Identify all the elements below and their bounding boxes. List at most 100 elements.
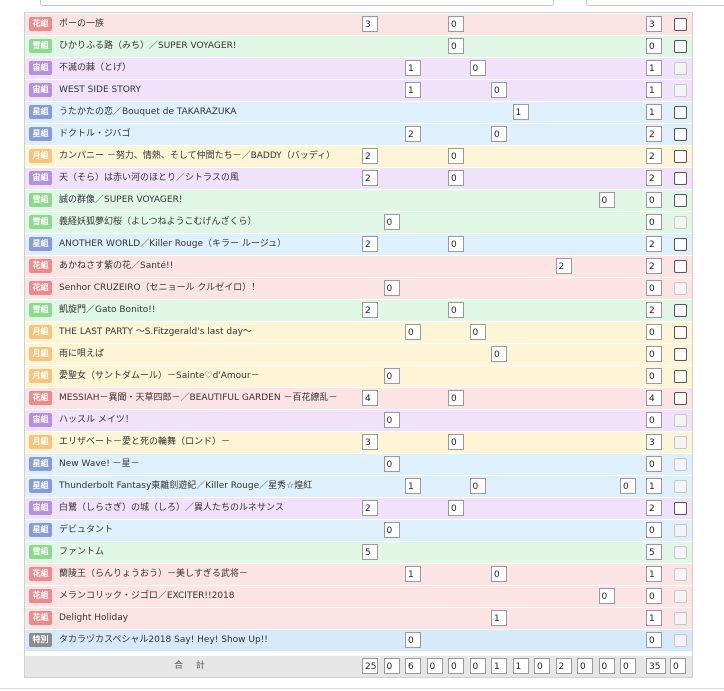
- title-cell: 宙組 ハッスル メイツ！: [26, 410, 359, 431]
- performance-title: Senhor CRUZEIRO（セニョール クルゼイロ）！: [59, 283, 261, 293]
- count-input[interactable]: 5: [362, 544, 378, 560]
- row-checkbox[interactable]: [674, 304, 687, 317]
- count-input[interactable]: 0: [448, 500, 464, 516]
- row-checkbox[interactable]: [674, 106, 687, 119]
- count-cells: 2: [360, 256, 646, 277]
- count-input[interactable]: 3: [362, 16, 378, 32]
- count-input[interactable]: 2: [362, 500, 378, 516]
- count-input[interactable]: 1: [512, 104, 529, 120]
- row-total-cell: 1: [646, 564, 668, 585]
- row-checkbox[interactable]: [674, 326, 687, 339]
- row-total: 1: [646, 82, 662, 98]
- row-total: 0: [646, 346, 662, 362]
- performance-title: 白鷺（しらさぎ）の城（しろ）／異人たちのルネサンス: [59, 503, 284, 513]
- count-input[interactable]: 1: [405, 60, 421, 76]
- count-input[interactable]: 0: [469, 478, 486, 494]
- count-input[interactable]: 0: [448, 148, 464, 164]
- count-input[interactable]: 0: [383, 522, 400, 538]
- count-input[interactable]: 0: [448, 434, 464, 450]
- count-input[interactable]: 0: [598, 192, 615, 208]
- performance-title: ANOTHER WORLD／Killer Rouge（キラー ルージュ）: [59, 239, 287, 249]
- performance-title: 義経妖狐夢幻桜（よしつねようこむげんざくら）: [59, 217, 257, 227]
- troupe-badge: 月組: [29, 369, 52, 383]
- title-cell: 宙組 天（そら）は赤い河のほとり／シトラスの風: [26, 168, 359, 189]
- title-cell: 宙組 白鷺（しらさぎ）の城（しろ）／異人たちのルネサンス: [26, 498, 359, 519]
- row-checkbox[interactable]: [674, 194, 687, 207]
- checkbox-cell: [670, 542, 692, 563]
- checkbox-cell: [670, 322, 692, 343]
- troupe-badge: 月組: [29, 347, 52, 361]
- row-checkbox[interactable]: [674, 502, 687, 515]
- count-input[interactable]: 0: [491, 82, 507, 98]
- count-input[interactable]: 0: [620, 478, 636, 494]
- checkbox-cell: [670, 146, 692, 167]
- troupe-badge: 雪組: [29, 215, 52, 229]
- count-input[interactable]: 0: [405, 632, 421, 648]
- count-input[interactable]: 0: [491, 566, 507, 582]
- count-input[interactable]: 1: [491, 610, 507, 626]
- row-checkbox[interactable]: [674, 40, 687, 53]
- row-total: 0: [646, 588, 662, 604]
- count-input[interactable]: 2: [362, 236, 378, 252]
- count-cells: 0: [360, 630, 646, 651]
- count-input[interactable]: 0: [405, 324, 421, 340]
- count-input[interactable]: 0: [448, 236, 464, 252]
- row-total-cell: 0: [646, 366, 668, 387]
- row-checkbox[interactable]: [674, 392, 687, 405]
- row-total-cell: 1: [646, 476, 668, 497]
- count-input[interactable]: 0: [598, 588, 615, 604]
- count-input[interactable]: 0: [491, 126, 507, 142]
- count-input[interactable]: 3: [362, 434, 378, 450]
- row-checkbox[interactable]: [674, 370, 687, 383]
- count-input[interactable]: 0: [383, 214, 400, 230]
- row-checkbox[interactable]: [674, 260, 687, 273]
- row-checkbox[interactable]: [674, 348, 687, 361]
- row-checkbox[interactable]: [674, 18, 687, 31]
- count-input[interactable]: 0: [469, 324, 486, 340]
- count-input[interactable]: 1: [405, 82, 421, 98]
- count-input[interactable]: 0: [448, 390, 464, 406]
- row-total: 2: [646, 236, 662, 252]
- count-input[interactable]: 2: [362, 170, 378, 186]
- count-input[interactable]: 0: [448, 302, 464, 318]
- row-total: 2: [646, 126, 662, 142]
- count-input[interactable]: 2: [362, 148, 378, 164]
- row-total-cell: 0: [646, 322, 668, 343]
- count-input[interactable]: 4: [362, 390, 378, 406]
- troupe-badge: 宙組: [29, 501, 52, 515]
- row-checkbox: [674, 414, 687, 427]
- title-cell: 星組 デビュタント: [26, 520, 359, 541]
- count-input[interactable]: 0: [383, 412, 400, 428]
- count-input[interactable]: 1: [405, 478, 421, 494]
- count-input[interactable]: 0: [383, 456, 400, 472]
- count-input[interactable]: 0: [491, 346, 507, 362]
- top-input-right[interactable]: [586, 0, 724, 6]
- count-input[interactable]: 0: [383, 368, 400, 384]
- table-row: 花組 蘭陵王（らんりょうおう）－美しすぎる武将－ 1 0 1: [25, 564, 692, 585]
- count-input[interactable]: 0: [383, 280, 400, 296]
- row-total-cell: 4: [646, 388, 668, 409]
- row-checkbox[interactable]: [674, 238, 687, 251]
- summary-label: 合 計: [174, 661, 210, 671]
- performance-title: エリザベート－愛と死の輪舞（ロンド）－: [59, 437, 231, 447]
- count-input[interactable]: 0: [448, 38, 464, 54]
- summary-values: 25 0 6 0 0 0 1 1 0 2 0 0 0 35 0: [360, 656, 692, 677]
- performance-title: MESSIAH－異聞・天草四郎－／BEAUTIFUL GARDEN －百花繚乱－: [59, 393, 338, 403]
- count-input[interactable]: 0: [469, 60, 486, 76]
- count-input[interactable]: 2: [362, 302, 378, 318]
- table-row: 宙組 白鷺（しらさぎ）の城（しろ）／異人たちのルネサンス 2 0 2: [25, 498, 692, 519]
- row-checkbox[interactable]: [674, 172, 687, 185]
- performance-title: ドクトル・ジバゴ: [59, 129, 131, 139]
- count-input[interactable]: 1: [405, 566, 421, 582]
- row-checkbox[interactable]: [674, 128, 687, 141]
- row-checkbox[interactable]: [674, 150, 687, 163]
- checkbox-cell: [670, 36, 692, 57]
- top-input-left[interactable]: [40, 0, 554, 6]
- count-input[interactable]: 0: [448, 170, 464, 186]
- performance-title: メランコリック・ジゴロ／EXCITER!!2018: [59, 591, 235, 601]
- checkbox-cell: [670, 498, 692, 519]
- count-input[interactable]: 2: [555, 258, 572, 274]
- count-input[interactable]: 0: [448, 16, 464, 32]
- count-input[interactable]: 2: [405, 126, 421, 142]
- table-row: 雪組 ひかりふる路（みち）／SUPER VOYAGER! 0 0: [25, 36, 692, 57]
